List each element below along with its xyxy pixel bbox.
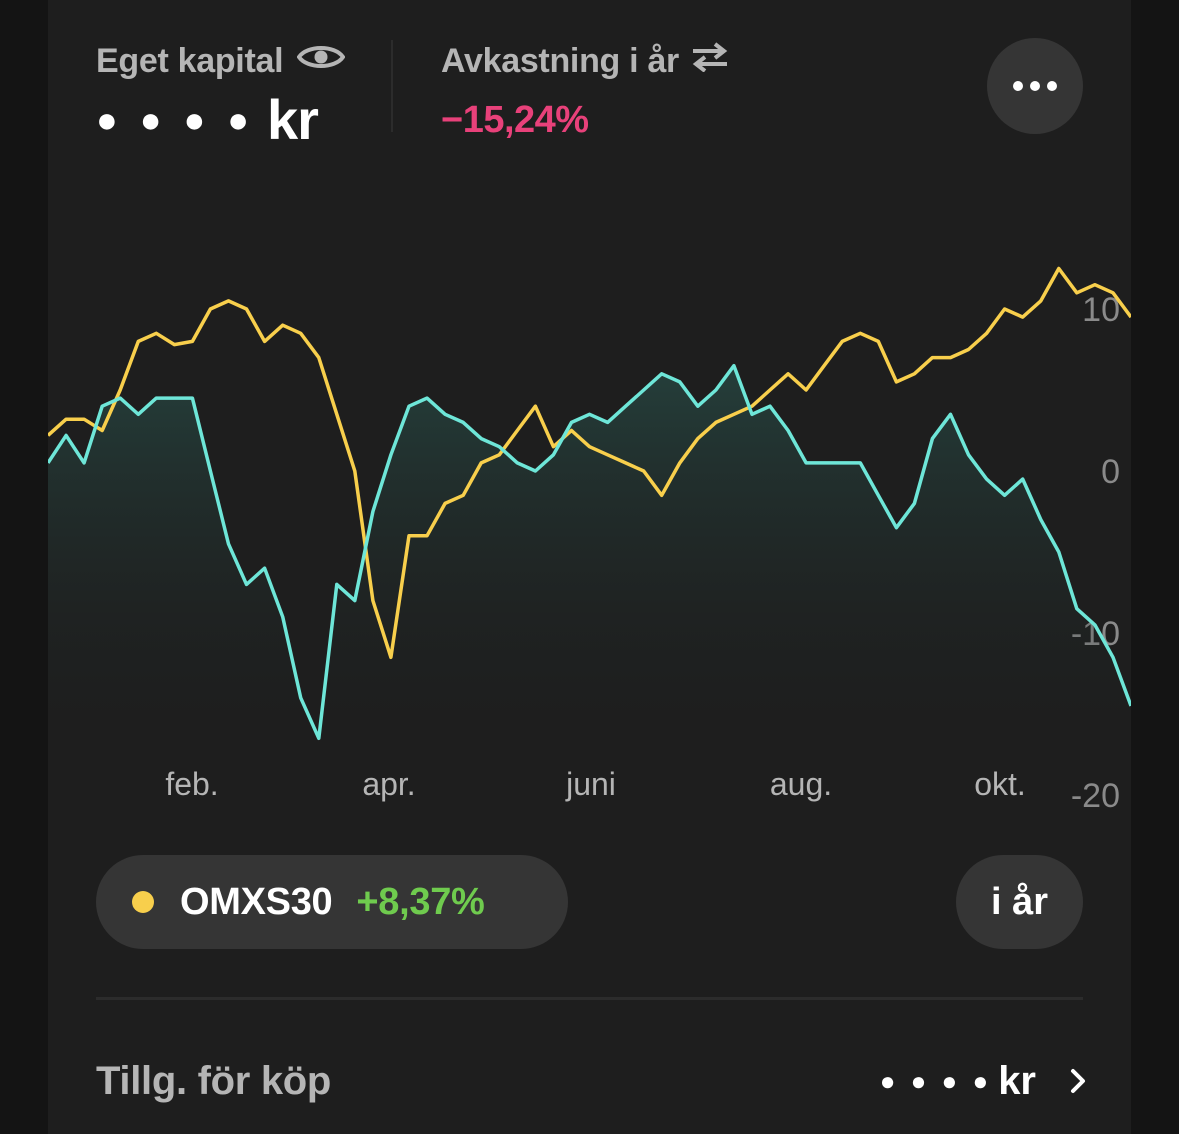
available-currency: kr (998, 1058, 1036, 1103)
section-divider (96, 997, 1083, 1000)
period-button[interactable]: i år (956, 855, 1083, 949)
available-for-purchase-row[interactable]: Tillg. för köp ● ● ● ● kr (96, 1046, 1086, 1116)
available-value: ● ● ● ● kr (880, 1059, 1036, 1104)
header-divider (391, 40, 393, 132)
x-tick-label: okt. (974, 766, 1026, 802)
x-tick-label: aug. (770, 766, 832, 802)
more-dot (1047, 81, 1057, 91)
benchmark-line (48, 266, 1131, 660)
eye-icon[interactable] (296, 42, 346, 81)
equity-hidden-dots: ● ● ● ● (96, 98, 255, 140)
equity-currency: kr (266, 88, 319, 151)
benchmark-change: +8,37% (356, 880, 485, 923)
y-tick-label: 0 (1101, 453, 1120, 491)
portfolio-area (48, 365, 1131, 760)
available-label: Tillg. för köp (96, 1058, 332, 1103)
y-tick-label: -20 (1071, 777, 1120, 815)
y-tick-label: 10 (1082, 291, 1120, 329)
chevron-right-icon[interactable] (1070, 1068, 1086, 1094)
benchmark-name: OMXS30 (180, 880, 333, 923)
return-value: −15,24% (441, 99, 589, 141)
more-dot (1030, 81, 1040, 91)
return-label: Avkastning i år (441, 42, 679, 80)
benchmark-selector[interactable]: OMXS30 +8,37% (96, 855, 568, 949)
benchmark-color-dot (132, 891, 154, 913)
portfolio-line (48, 363, 1131, 741)
more-dot (1013, 81, 1023, 91)
x-tick-label: juni (565, 766, 616, 802)
more-options-button[interactable] (987, 38, 1083, 134)
return-block[interactable]: Avkastning i år −15,24% (441, 42, 729, 142)
swap-arrows-icon[interactable] (691, 42, 729, 81)
available-hidden-dots: ● ● ● ● (879, 1066, 993, 1096)
equity-block: Eget kapital ● ● ● ● kr (96, 42, 346, 152)
x-tick-label: apr. (362, 766, 415, 802)
equity-label: Eget kapital (96, 42, 284, 80)
x-tick-label: feb. (165, 766, 218, 802)
